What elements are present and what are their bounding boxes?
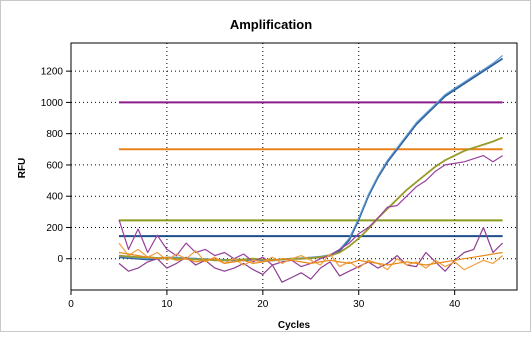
y-tick-label: 1200 <box>41 67 64 78</box>
x-tick-label: 0 <box>68 299 74 310</box>
y-tick-label: 400 <box>46 192 63 203</box>
y-axis-title: RFU <box>17 158 28 179</box>
plot-area <box>70 42 518 291</box>
amplification-curves <box>118 55 504 283</box>
y-tick-label: 0 <box>57 254 63 265</box>
x-tick-label: 10 <box>161 299 173 310</box>
x-axis-title: Cycles <box>278 320 311 331</box>
x-tick-label: 30 <box>353 299 365 310</box>
y-tick-label: 200 <box>46 223 63 234</box>
amplification-curve <box>118 251 503 266</box>
chart-title: Amplification <box>230 17 312 32</box>
y-tick-label: 600 <box>46 160 63 171</box>
x-tick-label: 20 <box>257 299 269 310</box>
y-tick-label: 800 <box>46 129 63 140</box>
y-tick-label: 1000 <box>41 98 64 109</box>
x-tick-label: 40 <box>449 299 461 310</box>
